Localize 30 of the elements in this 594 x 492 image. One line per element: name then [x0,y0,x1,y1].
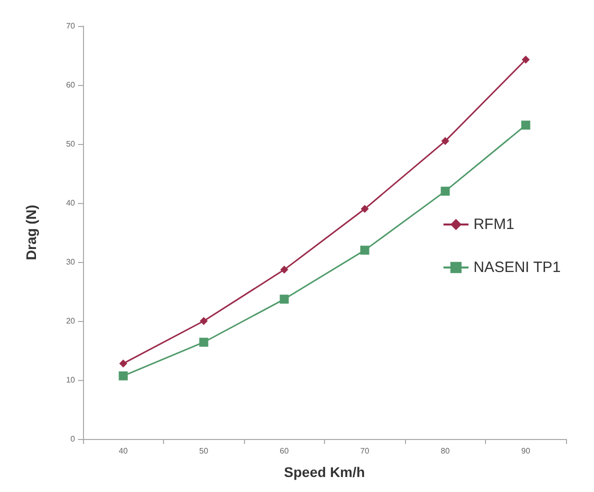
point [360,204,369,213]
point [119,359,128,368]
y-tick-label: 30 [66,258,76,266]
y-axis-title: Drag (N) [23,204,39,260]
point [280,294,289,304]
y-tick-label: 40 [66,198,76,208]
point [280,266,288,274]
x-tick-label: 60 [280,446,290,456]
point [522,56,530,64]
x-tick-label: 80 [440,446,450,456]
point [360,246,370,255]
y-tick-label: 50 [66,140,76,148]
legend-label: RFM1 [473,216,514,233]
x-axis-title: Speed Km/h [284,464,365,480]
point [199,338,208,347]
point [441,137,450,146]
point [200,317,208,325]
x-tick-label: 40 [118,446,128,456]
x-tick-label: 70 [360,446,370,456]
point [521,120,530,130]
x-tick-label: 90 [521,446,531,456]
y-tick-label: 60 [66,80,76,90]
point [440,186,450,196]
point [118,371,128,380]
y-tick-label: 0 [70,434,76,444]
y-tick-label: 20 [66,316,76,326]
y-tick-label: 10 [66,376,76,384]
x-tick-label: 50 [199,446,209,456]
y-tick-label: 70 [66,22,76,30]
legend-label: NASENI TP1 [473,259,561,276]
